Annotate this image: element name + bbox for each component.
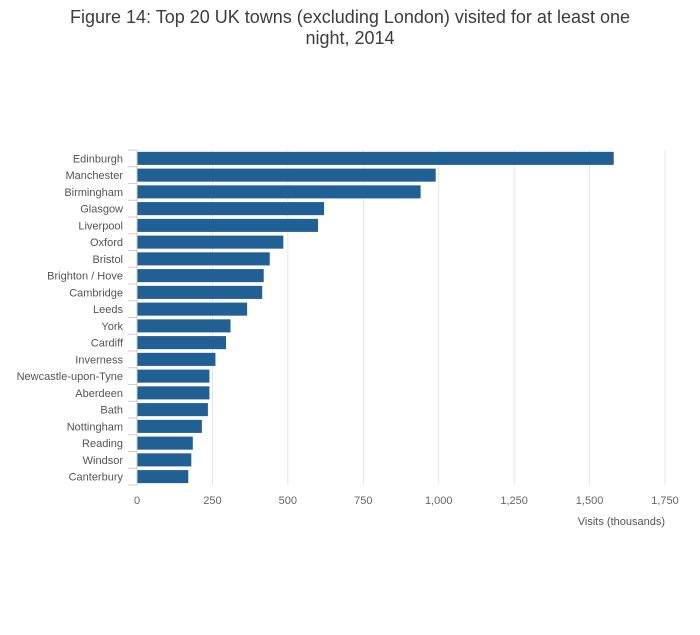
category-label: Cambridge xyxy=(69,287,123,299)
bar xyxy=(137,336,227,350)
category-label: Glasgow xyxy=(80,204,123,216)
bar xyxy=(137,168,436,182)
bar xyxy=(137,235,284,249)
category-label: Oxford xyxy=(90,237,123,249)
bar xyxy=(137,386,210,400)
category-label: Brighton / Hove xyxy=(47,271,123,283)
x-tick-label: 500 xyxy=(279,495,297,507)
x-tick-label: 750 xyxy=(354,495,372,507)
bar xyxy=(137,419,202,433)
category-label: Liverpool xyxy=(78,220,123,232)
bar xyxy=(137,403,208,417)
x-tick-label: 0 xyxy=(134,495,140,507)
category-label: Reading xyxy=(82,438,123,450)
category-label: Windsor xyxy=(83,455,124,467)
category-label: Nottingham xyxy=(67,421,123,433)
category-labels: Edinburgh Manchester Birmingham Glasgow Live… xyxy=(17,149,137,486)
chart-title-line-1: Figure 14: Top 20 UK towns (excluding Lo… xyxy=(70,7,630,27)
x-tick-label: 1,000 xyxy=(425,495,453,507)
category-label: York xyxy=(101,321,123,333)
category-label: Newcastle-upon-Tyne xyxy=(17,371,123,383)
category-label: Birmingham xyxy=(64,187,123,199)
x-tick-label: 250 xyxy=(203,495,221,507)
bar xyxy=(137,436,193,450)
category-label: Bristol xyxy=(92,254,123,266)
bar xyxy=(137,285,263,299)
bars xyxy=(137,151,614,484)
bar xyxy=(137,269,264,283)
bar xyxy=(137,151,614,165)
bar xyxy=(137,470,189,484)
x-axis-ticks: 0 250 500 750 1,000 1,250 1,500 1,750 xyxy=(134,495,679,507)
chart-title-line-2: night, 2014 xyxy=(305,28,395,48)
category-label: Inverness xyxy=(75,354,123,366)
bar xyxy=(137,369,210,383)
bar xyxy=(137,252,270,266)
category-label: Leeds xyxy=(93,304,123,316)
category-label: Bath xyxy=(100,405,123,417)
category-label: Aberdeen xyxy=(75,388,123,400)
category-label: Cardiff xyxy=(91,338,124,350)
x-tick-label: 1,750 xyxy=(651,495,679,507)
bar xyxy=(137,302,248,316)
bar xyxy=(137,218,319,232)
bar xyxy=(137,453,192,467)
category-label: Manchester xyxy=(66,170,124,182)
category-label: Canterbury xyxy=(69,472,124,484)
bar xyxy=(137,352,216,366)
gridlines xyxy=(211,150,666,485)
category-label: Edinburgh xyxy=(73,153,123,165)
bar xyxy=(137,319,231,333)
chart-title: Figure 14: Top 20 UK towns (excluding Lo… xyxy=(0,7,700,49)
x-axis-title: Visits (thousands) xyxy=(578,516,665,528)
x-tick-label: 1,250 xyxy=(500,495,528,507)
bar xyxy=(137,202,325,216)
x-tick-label: 1,500 xyxy=(576,495,604,507)
bar xyxy=(137,185,421,199)
